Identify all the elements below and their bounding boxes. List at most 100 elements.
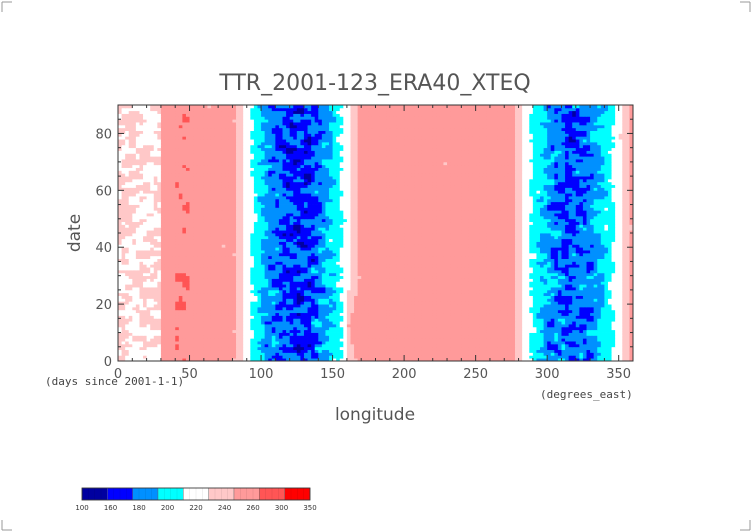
heatmap-cell xyxy=(286,292,291,296)
heatmap-cell xyxy=(554,281,559,285)
heatmap-cell xyxy=(239,326,244,331)
heatmap-cell xyxy=(146,281,151,285)
heatmap-cell xyxy=(468,326,473,331)
heatmap-cell xyxy=(550,295,555,299)
heatmap-cell xyxy=(418,267,423,271)
heatmap-cell xyxy=(210,267,215,271)
heatmap-cell xyxy=(264,355,269,359)
heatmap-cell xyxy=(518,358,523,362)
heatmap-cell xyxy=(321,326,326,331)
heatmap-cell xyxy=(432,304,437,308)
heatmap-cell xyxy=(429,264,434,268)
heatmap-cell xyxy=(289,278,294,282)
heatmap-cell xyxy=(261,343,266,348)
heatmap-cell xyxy=(418,275,423,279)
heatmap-cell xyxy=(504,272,509,277)
heatmap-cell xyxy=(550,264,555,268)
heatmap-cell xyxy=(629,298,634,302)
heatmap-cell xyxy=(522,275,527,279)
heatmap-cell xyxy=(364,295,369,299)
heatmap-cell xyxy=(343,338,348,342)
heatmap-cell xyxy=(303,358,308,362)
heatmap-cell xyxy=(486,343,491,348)
heatmap-cell xyxy=(121,292,126,296)
heatmap-cell xyxy=(232,343,237,348)
heatmap-cell xyxy=(218,295,223,299)
heatmap-cell xyxy=(379,324,384,328)
heatmap-cell xyxy=(486,312,491,316)
heatmap-cell xyxy=(547,275,552,279)
heatmap-cell xyxy=(550,289,555,294)
heatmap-cell xyxy=(550,267,555,271)
heatmap-cell xyxy=(547,284,552,288)
heatmap-cell xyxy=(153,264,158,268)
heatmap-cell xyxy=(354,278,359,282)
heatmap-cell xyxy=(271,309,276,314)
heatmap-cell xyxy=(439,324,444,328)
heatmap-cell xyxy=(185,272,190,277)
heatmap-cell xyxy=(314,267,319,271)
heatmap-cell xyxy=(275,346,280,351)
heatmap-cell xyxy=(590,326,595,331)
heatmap-cell xyxy=(472,304,477,308)
heatmap-cell xyxy=(511,284,516,288)
heatmap-cell xyxy=(414,275,419,279)
heatmap-cell xyxy=(522,318,527,322)
heatmap-cell xyxy=(375,278,380,282)
heatmap-cell xyxy=(361,324,366,328)
heatmap-cell xyxy=(425,341,430,345)
heatmap-cell xyxy=(493,306,498,311)
heatmap-cell xyxy=(597,272,602,277)
heatmap-cell xyxy=(275,329,280,333)
heatmap-cell xyxy=(278,346,283,351)
heatmap-cell xyxy=(429,341,434,345)
heatmap-cell xyxy=(225,343,230,348)
heatmap-cell xyxy=(350,278,355,282)
heatmap-cell xyxy=(243,295,248,299)
heatmap-cell xyxy=(379,312,384,316)
heatmap-cell xyxy=(489,287,494,291)
heatmap-cell xyxy=(522,304,527,308)
heatmap-cell xyxy=(461,352,466,356)
heatmap-cell xyxy=(439,272,444,277)
heatmap-cell xyxy=(511,338,516,342)
heatmap-cell xyxy=(157,358,162,362)
heatmap-cell xyxy=(511,349,516,353)
heatmap-cell xyxy=(325,269,330,274)
heatmap-cell xyxy=(293,358,298,362)
heatmap-cell xyxy=(150,355,155,359)
heatmap-cell xyxy=(554,332,559,336)
heatmap-cell xyxy=(407,264,412,268)
heatmap-cell xyxy=(464,275,469,279)
heatmap-cell xyxy=(421,312,426,316)
heatmap-cell xyxy=(221,346,226,351)
heatmap-cell xyxy=(543,278,548,282)
heatmap-cell xyxy=(522,355,527,359)
heatmap-cell xyxy=(550,332,555,336)
heatmap-cell xyxy=(282,346,287,351)
heatmap-cell xyxy=(557,346,562,351)
heatmap-cell xyxy=(368,267,373,271)
heatmap-cell xyxy=(557,318,562,322)
heatmap-cell xyxy=(625,301,630,305)
heatmap-cell xyxy=(143,321,148,325)
heatmap-cell xyxy=(182,352,187,356)
heatmap-cell xyxy=(479,287,484,291)
heatmap-cell xyxy=(168,309,173,314)
heatmap-cell xyxy=(203,332,208,336)
heatmap-cell xyxy=(246,287,251,291)
heatmap-cell xyxy=(121,349,126,353)
heatmap-cell xyxy=(343,329,348,333)
heatmap-cell xyxy=(225,272,230,277)
heatmap-cell xyxy=(572,352,577,356)
heatmap-cell xyxy=(250,267,255,271)
heatmap-cell xyxy=(575,335,580,339)
heatmap-cell xyxy=(225,318,230,322)
heatmap-cell xyxy=(214,326,219,331)
heatmap-cell xyxy=(525,292,530,296)
heatmap-cell xyxy=(125,355,130,359)
heatmap-cell xyxy=(160,292,165,296)
heatmap-cell xyxy=(497,326,502,331)
heatmap-cell xyxy=(436,343,441,348)
heatmap-cell xyxy=(178,275,183,279)
